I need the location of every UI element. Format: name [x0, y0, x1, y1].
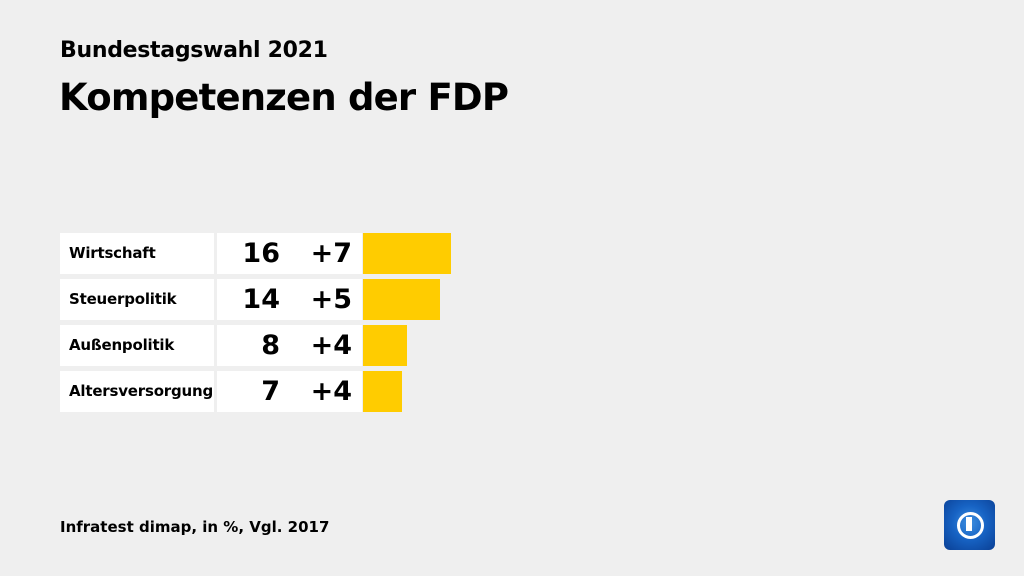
category-label: Wirtschaft — [60, 233, 214, 274]
value-label: 14 — [242, 284, 280, 315]
value-label: 16 — [242, 238, 280, 269]
supertitle: Bundestagswahl 2021 — [60, 38, 328, 63]
bar — [363, 233, 451, 274]
bar — [363, 325, 407, 366]
value-label: 8 — [261, 330, 280, 361]
change-label: +4 — [310, 330, 352, 361]
value-label: 7 — [261, 376, 280, 407]
source-note: Infratest dimap, in %, Vgl. 2017 — [60, 518, 330, 536]
change-label: +7 — [310, 238, 352, 269]
bar — [363, 371, 402, 412]
category-label: Außenpolitik — [60, 325, 214, 366]
bar — [363, 279, 440, 320]
chart-title: Kompetenzen der FDP — [59, 76, 509, 119]
change-label: +4 — [310, 376, 352, 407]
category-label: Altersversorgung — [60, 371, 214, 412]
category-label: Steuerpolitik — [60, 279, 214, 320]
value-cell: 8 +4 — [217, 325, 362, 366]
value-cell: 14 +5 — [217, 279, 362, 320]
value-cell: 16 +7 — [217, 233, 362, 274]
tagesschau-logo-icon — [944, 500, 995, 550]
value-cell: 7 +4 — [217, 371, 362, 412]
change-label: +5 — [310, 284, 352, 315]
